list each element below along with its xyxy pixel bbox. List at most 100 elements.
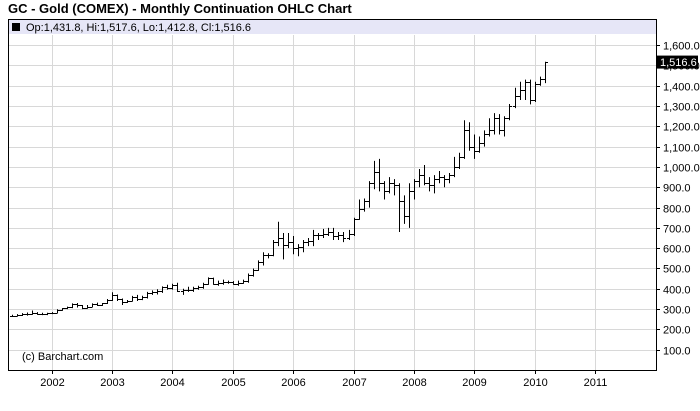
ohlc-bar (105, 298, 110, 305)
x-tick-label: 2003 (100, 377, 124, 389)
ohlc-bar (35, 312, 40, 315)
legend-bar (9, 20, 656, 34)
last-price-label: 1,516.6 (660, 57, 697, 69)
y-tick-label: 1,200.0 (663, 122, 700, 134)
ohlc-bar (432, 175, 437, 194)
ohlc-bar (155, 289, 160, 295)
ohlc-bar (30, 310, 35, 315)
ohlc-bar (10, 314, 15, 317)
ohlc-bar (462, 120, 467, 159)
y-tick-label: 200.0 (663, 325, 691, 337)
ohlc-bar (417, 169, 422, 188)
ohlc-bar (75, 303, 80, 308)
ohlc-bar (477, 136, 482, 153)
ohlc-bar (70, 303, 75, 309)
ohlc-bar (291, 236, 296, 255)
ohlc-bar (191, 286, 196, 292)
ohlc-bar (65, 306, 70, 310)
ohlc-bar (150, 290, 155, 295)
x-tick-label: 2009 (462, 377, 486, 389)
ohlc-bar (523, 79, 528, 100)
ohlc-bar (201, 282, 206, 289)
ohlc-bar (543, 61, 548, 84)
y-tick-label: 900.0 (663, 183, 691, 195)
ohlc-bar (80, 305, 85, 310)
ohlc-bar (427, 177, 432, 192)
ohlc-bar (321, 228, 326, 239)
ohlc-bar (392, 179, 397, 196)
ohlc-bar (60, 308, 65, 311)
y-tick-label: 500.0 (663, 264, 691, 276)
y-tick-label: 400.0 (663, 285, 691, 297)
ohlc-bar (125, 299, 130, 303)
y-tick-label: 600.0 (663, 244, 691, 256)
grid-layer (9, 35, 656, 370)
ohlc-bar (487, 118, 492, 137)
y-tick-label: 1,000.0 (663, 163, 700, 175)
ohlc-bar (311, 229, 316, 247)
ohlc-bar (251, 268, 256, 277)
x-tick-label: 2002 (40, 377, 64, 389)
x-tick-label: 2005 (221, 377, 245, 389)
ohlc-bar (387, 177, 392, 194)
ohlc-bar (372, 160, 377, 190)
ohlc-bar (115, 294, 120, 301)
ohlc-bar (467, 122, 472, 151)
ohlc-bar (492, 113, 497, 135)
y-tick-label: 1,400.0 (663, 82, 700, 94)
ohlc-bar (407, 183, 412, 228)
last-price-box (657, 55, 698, 69)
ohlc-bar (452, 156, 457, 178)
ohlc-bar (231, 281, 236, 285)
ohlc-bar (402, 195, 407, 224)
plot-frame (8, 19, 657, 371)
ohlc-bar (160, 286, 165, 293)
ohlc-bar (518, 81, 523, 100)
y-tick-label: 300.0 (663, 305, 691, 317)
ohlc-bar (347, 229, 352, 241)
ohlc-bar (170, 283, 175, 290)
ohlc-bar (502, 116, 507, 137)
x-tick-label: 2006 (281, 377, 305, 389)
x-tick-label: 2011 (584, 377, 608, 389)
last-price-marker: 1,516.6 (657, 55, 698, 69)
ohlc-bar (55, 309, 60, 314)
ohlc-bar (533, 81, 538, 102)
ohlc-bar (472, 134, 477, 159)
ohlc-bar (331, 227, 336, 241)
ohlc-bar (301, 240, 306, 253)
ohlc-bar (206, 277, 211, 285)
ohlc-bar (352, 217, 357, 236)
ohlc-bar (397, 183, 402, 232)
legend-ohlc-text: Op:1,431.8, Hi:1,517.6, Lo:1,412.8, Cl:1… (26, 22, 251, 34)
ohlc-bar (135, 294, 140, 301)
y-tick-label: 700.0 (663, 224, 691, 236)
y-tick-label: 100.0 (663, 346, 691, 358)
ohlc-bar (181, 288, 186, 295)
ohlc-bar (367, 181, 372, 208)
ohlc-bar (165, 284, 170, 290)
ohlc-bar (25, 312, 30, 316)
ohlc-bar (538, 76, 543, 86)
ohlc-bar (236, 280, 241, 286)
x-tick-label: 2004 (160, 377, 184, 389)
ohlc-bar (507, 104, 512, 121)
ohlc-bar (211, 277, 216, 285)
x-tick-label: 2007 (342, 377, 366, 389)
ohlc-bar (246, 273, 251, 283)
ohlc-bar (95, 302, 100, 307)
ohlc-bar (447, 173, 452, 184)
ohlc-bar (437, 171, 442, 184)
ohlc-bar (196, 285, 201, 290)
ohlc-bar (377, 158, 382, 192)
y-tick-label: 800.0 (663, 204, 691, 216)
ohlc-bar (497, 114, 502, 135)
ohlc-bar (45, 312, 50, 316)
y-tick-label: 1,300.0 (663, 102, 700, 114)
y-tick-label: 1,100.0 (663, 143, 700, 155)
ohlc-bar (276, 221, 281, 247)
ohlc-bar (412, 179, 417, 200)
ohlc-bar (341, 231, 346, 243)
